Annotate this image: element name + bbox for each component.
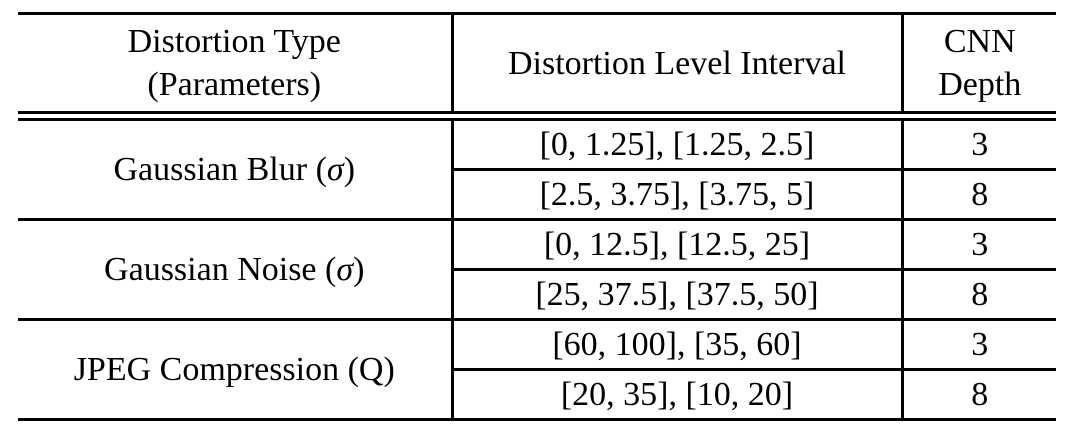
header-cnn-depth: CNN Depth (902, 12, 1056, 121)
header-cnn-depth-line2: Depth (938, 66, 1022, 103)
distortion-parameter-symbol: σ (326, 150, 344, 188)
header-cnn-depth-line1: CNN (943, 23, 1016, 60)
distortion-type-text: JPEG Compression ( (73, 350, 359, 388)
header-distortion-level-interval: Distortion Level Interval (452, 12, 904, 121)
table-row: JPEG Compression (Q) [60, 100], [35, 60] 3 (18, 319, 1056, 421)
table-row: Gaussian Noise (σ) [0, 12.5], [12.5, 25] 3 (18, 219, 1056, 321)
table-row: [20, 35], [10, 20] 8 (18, 369, 1056, 421)
distortion-level-interval-cell: [60, 100], [35, 60] (452, 319, 904, 371)
cnn-depth-cell: 3 (902, 116, 1056, 171)
cnn-depth-cell: 3 (902, 219, 1056, 271)
header-distortion-type-line1: Distortion Type (127, 23, 341, 60)
table-row: Gaussian Blur (σ) [0, 1.25], [1.25, 2.5] 3 (18, 116, 1056, 221)
distortion-type-text: ) (353, 250, 365, 288)
header-distortion-type: Distortion Type (Parameters) (18, 12, 454, 121)
cnn-depth-cell: 8 (902, 169, 1056, 221)
distortion-level-interval-cell: [0, 1.25], [1.25, 2.5] (452, 116, 904, 171)
table-row: [2.5, 3.75], [3.75, 5] 8 (18, 169, 1056, 221)
distortion-level-interval-cell: [2.5, 3.75], [3.75, 5] (452, 169, 904, 221)
table-row: [25, 37.5], [37.5, 50] 8 (18, 269, 1056, 321)
cnn-depth-cell: 8 (902, 269, 1056, 321)
distortion-type-cell: Gaussian Noise (σ) (18, 219, 454, 321)
cnn-depth-cell: 8 (902, 369, 1056, 421)
header-row: Distortion Type (Parameters) Distortion … (18, 12, 1056, 121)
distortion-level-interval-cell: [25, 37.5], [37.5, 50] (452, 269, 904, 321)
cnn-depth-cell: 3 (902, 319, 1056, 371)
distortion-level-interval-cell: [20, 35], [10, 20] (452, 369, 904, 421)
distortion-type-text: Gaussian Noise ( (104, 250, 337, 288)
distortion-type-text: ) (343, 150, 356, 188)
distortion-levels-table: Distortion Type (Parameters) Distortion … (18, 12, 1056, 421)
distortion-parameter-symbol: σ (336, 250, 354, 288)
table-body: Gaussian Blur (σ) [0, 1.25], [1.25, 2.5] 3… (18, 116, 1056, 421)
distortion-type-text: ) (383, 350, 395, 388)
distortion-level-interval-cell: [0, 12.5], [12.5, 25] (452, 219, 904, 271)
distortion-type-cell: Gaussian Blur (σ) (18, 116, 454, 221)
distortion-parameter-symbol: Q (358, 350, 384, 388)
distortion-table-container: Distortion Type (Parameters) Distortion … (18, 12, 1056, 421)
distortion-type-text: Gaussian Blur ( (113, 150, 327, 188)
distortion-type-cell: JPEG Compression (Q) (18, 319, 454, 421)
header-distortion-type-line2: (Parameters) (147, 66, 322, 103)
